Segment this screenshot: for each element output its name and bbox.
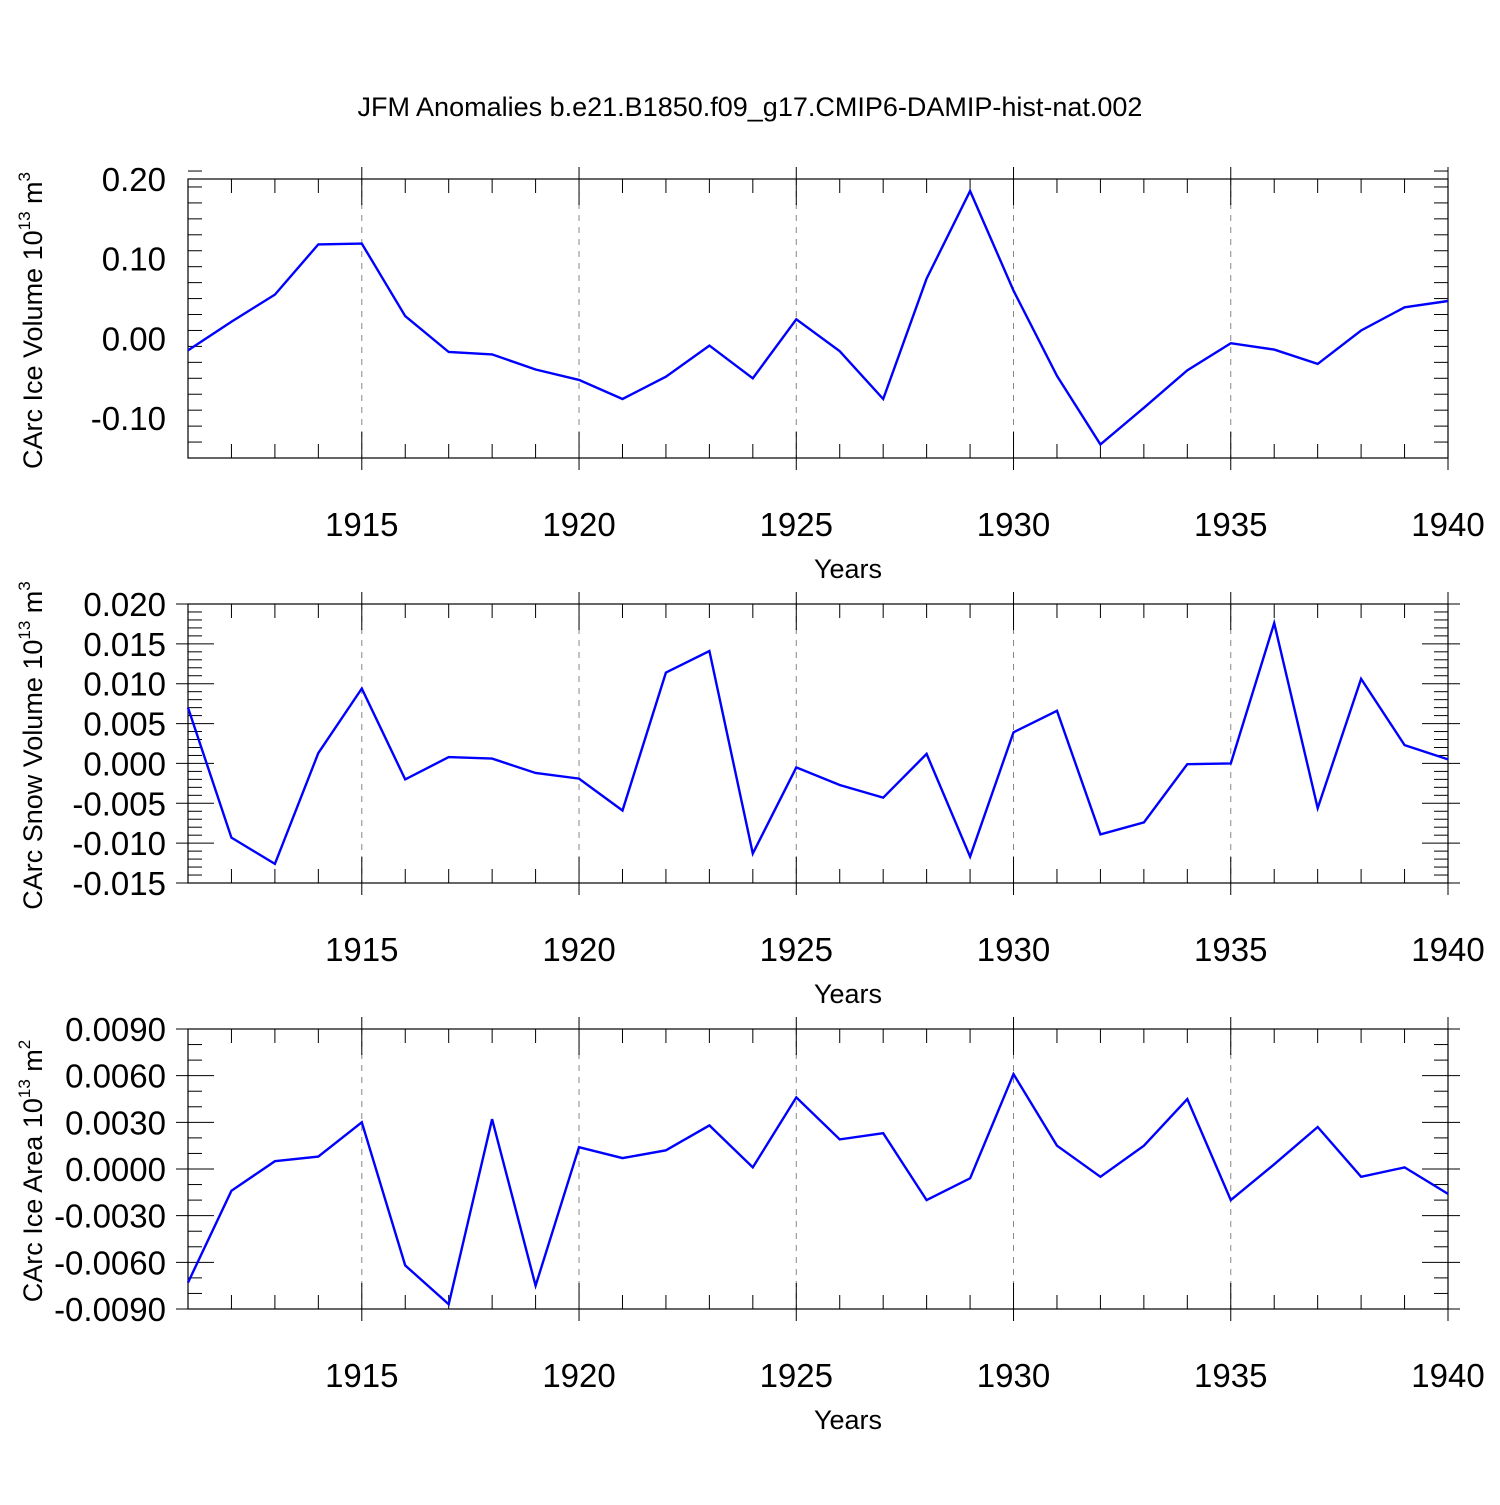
panel-2-xtick-label-1920: 1920 [542, 931, 615, 968]
panel-3-ytick-label--0.0090: -0.0090 [54, 1291, 166, 1328]
panel-2-xtick-label-1915: 1915 [325, 931, 398, 968]
panel-2-ytick-label--0.010: -0.010 [72, 825, 166, 862]
panel-2-ytick-label-0.010: 0.010 [83, 666, 166, 703]
panel-3-xtick-label-1925: 1925 [760, 1357, 833, 1394]
panel-2-xtick-label-1935: 1935 [1194, 931, 1267, 968]
panel-2-ytick-label--0.005: -0.005 [72, 785, 166, 822]
panel-1-xtick-label-1940: 1940 [1411, 506, 1484, 543]
panel-3-ytick-label-0.0000: 0.0000 [65, 1151, 166, 1188]
panel-3-xtick-label-1930: 1930 [977, 1357, 1050, 1394]
panel-2-xlabel: Years [814, 979, 882, 1009]
panel-1-ylabel: CArc Ice Volume 1013 m3 [15, 172, 48, 469]
panel-1-xlabel: Years [814, 554, 882, 584]
panel-2-ytick-label-0.005: 0.005 [83, 706, 166, 743]
panel-3-xtick-label-1915: 1915 [325, 1357, 398, 1394]
panel-2: 1915 1920 1925 1930 1935 1940 Years -0.015-0.01… [15, 581, 1485, 1009]
panel-2-ytick-label-0.000: 0.000 [83, 745, 166, 782]
panel-3-xlabel: Years [814, 1405, 882, 1435]
panel-1-xtick-label-1925: 1925 [760, 506, 833, 543]
panel-1-ytick-label-0.20: 0.20 [102, 161, 166, 198]
panel-2-xtick-label-1925: 1925 [760, 931, 833, 968]
panel-2-frame [187, 603, 1449, 884]
panel-1-ytick-label-0.00: 0.00 [102, 320, 166, 357]
panel-2-ytick-label-0.020: 0.020 [83, 586, 166, 623]
panel-1-ytick-label--0.10: -0.10 [91, 400, 166, 437]
panel-3-series-line [186, 1071, 1449, 1307]
panel-2-ytick-label-0.015: 0.015 [83, 626, 166, 663]
panel-3-xtick-label-1920: 1920 [542, 1357, 615, 1394]
panel-2-xtick-label-1940: 1940 [1411, 931, 1484, 968]
panel-3-ytick-label--0.0030: -0.0030 [54, 1198, 166, 1235]
chart-title: JFM Anomalies b.e21.B1850.f09_g17.CMIP6-… [358, 92, 1143, 122]
panel-1-xtick-label-1920: 1920 [542, 506, 615, 543]
panel-3-ylabel: CArc Ice Area 1013 m2 [15, 1040, 48, 1303]
panel-2-xtick-label-1930: 1930 [977, 931, 1050, 968]
panel-3-xtick-label-1940: 1940 [1411, 1357, 1484, 1394]
panel-1-xtick-label-1935: 1935 [1194, 506, 1267, 543]
panel-3-xtick-label-1935: 1935 [1194, 1357, 1267, 1394]
panel-3-ytick-label-0.0060: 0.0060 [65, 1058, 166, 1095]
panel-3: 1915 1920 1925 1930 1935 1940 Years -0.0090 -0.0… [15, 1011, 1485, 1435]
panel-1-frame [187, 178, 1449, 459]
panel-1: 1915 1920 1925 1930 1935 1940 Years -0.10 0.00 0.… [15, 161, 1485, 584]
panel-2-ylabel: CArc Snow Volume 1013 m3 [15, 581, 48, 910]
panel-2-ytick-label--0.015: -0.015 [72, 865, 166, 902]
panel-3-ytick-label-0.0030: 0.0030 [65, 1104, 166, 1141]
panel-3-ytick-label-0.0090: 0.0090 [65, 1011, 166, 1048]
panel-1-xtick-label-1915: 1915 [325, 506, 398, 543]
panel-2-series-line [186, 618, 1449, 866]
panel-1-xtick-label-1930: 1930 [977, 506, 1050, 543]
panel-1-ytick-label-0.10: 0.10 [102, 241, 166, 278]
panel-3-ytick-label--0.0060: -0.0060 [54, 1244, 166, 1281]
panel-1-series-line [187, 188, 1449, 447]
